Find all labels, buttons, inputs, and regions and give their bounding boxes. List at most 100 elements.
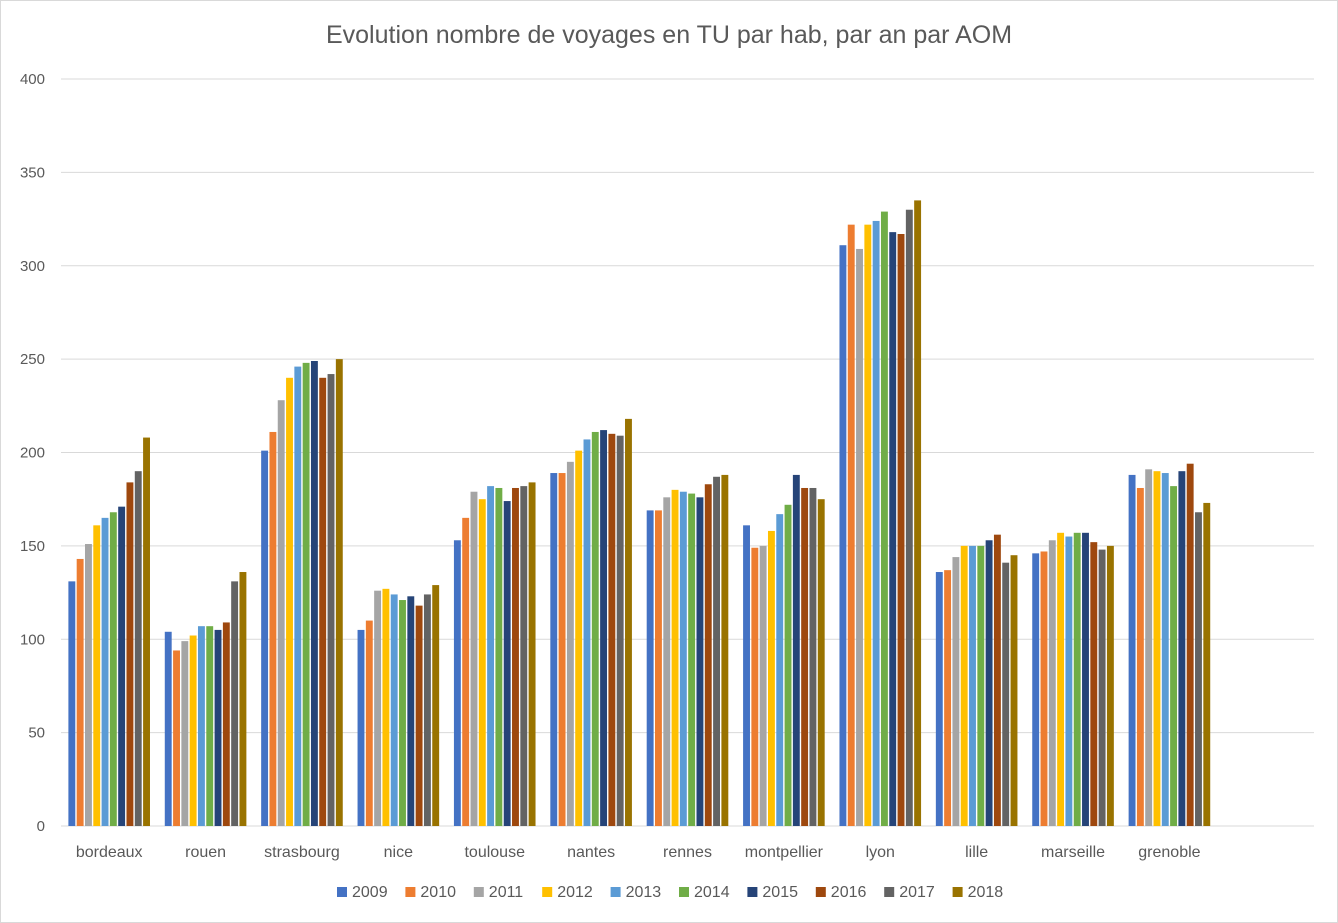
bar-marseille-2011 (1048, 540, 1056, 826)
bar-bordeaux-2011 (84, 544, 92, 826)
bar-marseille-2014 (1073, 532, 1081, 826)
bar-lyon-2013 (872, 220, 880, 826)
bar-marseille-2017 (1098, 549, 1106, 826)
bar-strasbourg-2015 (310, 360, 318, 826)
bar-lyon-2009 (839, 245, 847, 826)
bar-lyon-2018 (914, 200, 922, 826)
bar-rennes-2014 (688, 493, 696, 826)
bar-rennes-2016 (704, 484, 712, 826)
x-axis-categories: bordeaux rouen strasbourg nice toulouse nante… (76, 844, 1201, 861)
bar-nantes-2015 (600, 430, 608, 826)
legend-swatch-2015 (747, 887, 758, 897)
x-category-label: bordeaux (76, 844, 143, 861)
bar-bordeaux-2017 (134, 471, 142, 826)
bar-rennes-2015 (696, 497, 704, 826)
bar-marseille-2015 (1082, 532, 1089, 826)
bar-lille-2016 (993, 534, 1001, 826)
x-category-label: grenoble (1138, 844, 1200, 861)
bar-strasbourg-2014 (302, 362, 310, 826)
bar-nantes-2014 (591, 431, 599, 826)
x-category-label: toulouse (464, 844, 525, 861)
bar-bordeaux-2015 (118, 506, 126, 826)
bar-lyon-2010 (847, 224, 855, 826)
y-tick-label: 200 (20, 445, 45, 462)
bar-nantes-2011 (566, 461, 574, 826)
bar-nice-2009 (357, 629, 365, 826)
legend-swatch-2012 (542, 887, 553, 897)
bar-rouen-2013 (197, 626, 205, 826)
bars (68, 200, 1211, 827)
bar-rennes-2010 (655, 510, 662, 826)
bar-lille-2018 (1010, 555, 1018, 826)
bar-nice-2012 (382, 588, 390, 826)
bar-montpellier-2012 (767, 530, 775, 826)
legend-label: 2014 (694, 884, 730, 901)
bar-grenoble-2013 (1161, 473, 1169, 826)
bar-rouen-2010 (173, 650, 180, 826)
bar-rouen-2017 (231, 581, 239, 826)
legend-swatch-2013 (610, 887, 621, 897)
gridlines (61, 78, 1314, 827)
bar-nice-2015 (407, 596, 415, 826)
y-tick-label: 300 (20, 258, 45, 275)
bar-rouen-2016 (222, 622, 230, 826)
bar-marseille-2012 (1057, 532, 1065, 826)
bar-nantes-2018 (625, 418, 632, 826)
bar-grenoble-2014 (1170, 486, 1178, 826)
legend-label: 2016 (831, 884, 867, 901)
x-category-label: nice (384, 844, 413, 861)
bar-grenoble-2018 (1203, 502, 1211, 826)
bar-nantes-2010 (558, 473, 566, 826)
bar-toulouse-2014 (495, 487, 503, 826)
bar-bordeaux-2014 (109, 512, 117, 826)
bar-lyon-2015 (889, 232, 897, 826)
bar-lille-2015 (985, 540, 993, 826)
bar-lille-2014 (977, 545, 985, 827)
bar-nice-2018 (432, 585, 440, 826)
bar-rouen-2015 (214, 629, 222, 826)
bar-strasbourg-2018 (335, 359, 343, 827)
bar-grenoble-2012 (1153, 471, 1161, 826)
bar-bordeaux-2009 (68, 581, 76, 826)
bar-grenoble-2011 (1145, 469, 1153, 826)
y-tick-label: 350 (20, 164, 45, 181)
bar-strasbourg-2012 (286, 377, 293, 826)
legend-label: 2013 (626, 884, 662, 901)
chart-title: Evolution nombre de voyages en TU par ha… (325, 21, 1013, 49)
bar-strasbourg-2013 (294, 366, 302, 826)
bar-marseille-2018 (1106, 545, 1114, 827)
bar-nice-2017 (423, 594, 431, 826)
bar-lille-2017 (1002, 562, 1010, 826)
legend-swatch-2014 (679, 887, 689, 897)
bar-marseille-2013 (1065, 536, 1073, 826)
bar-nantes-2016 (608, 433, 616, 826)
y-tick-label: 0 (37, 818, 45, 835)
bar-rennes-2018 (721, 474, 729, 826)
bar-lille-2010 (944, 570, 952, 826)
legend-swatch-2011 (473, 887, 484, 897)
bar-nice-2016 (415, 605, 423, 826)
x-category-label: rouen (185, 844, 226, 861)
bar-toulouse-2017 (520, 486, 528, 826)
bar-montpellier-2018 (817, 499, 825, 826)
y-tick-label: 100 (20, 631, 45, 648)
bar-montpellier-2017 (809, 487, 817, 826)
bar-strasbourg-2010 (269, 431, 277, 826)
bar-strasbourg-2017 (327, 374, 335, 826)
bar-toulouse-2009 (453, 540, 461, 826)
legend-swatch-2009 (337, 887, 347, 897)
bar-lyon-2014 (880, 211, 888, 827)
bar-grenoble-2009 (1128, 474, 1136, 826)
bar-strasbourg-2009 (261, 450, 269, 826)
bar-montpellier-2014 (784, 504, 792, 826)
bar-rennes-2011 (663, 497, 671, 826)
legend-swatch-2018 (952, 887, 963, 897)
bar-nice-2013 (390, 594, 398, 826)
bar-toulouse-2012 (478, 499, 486, 826)
x-category-label: lille (965, 844, 988, 861)
bar-nantes-2017 (616, 435, 624, 826)
bar-strasbourg-2016 (319, 377, 327, 826)
bar-toulouse-2018 (528, 482, 536, 826)
bar-bordeaux-2016 (126, 482, 134, 826)
legend-label: 2010 (420, 884, 456, 901)
